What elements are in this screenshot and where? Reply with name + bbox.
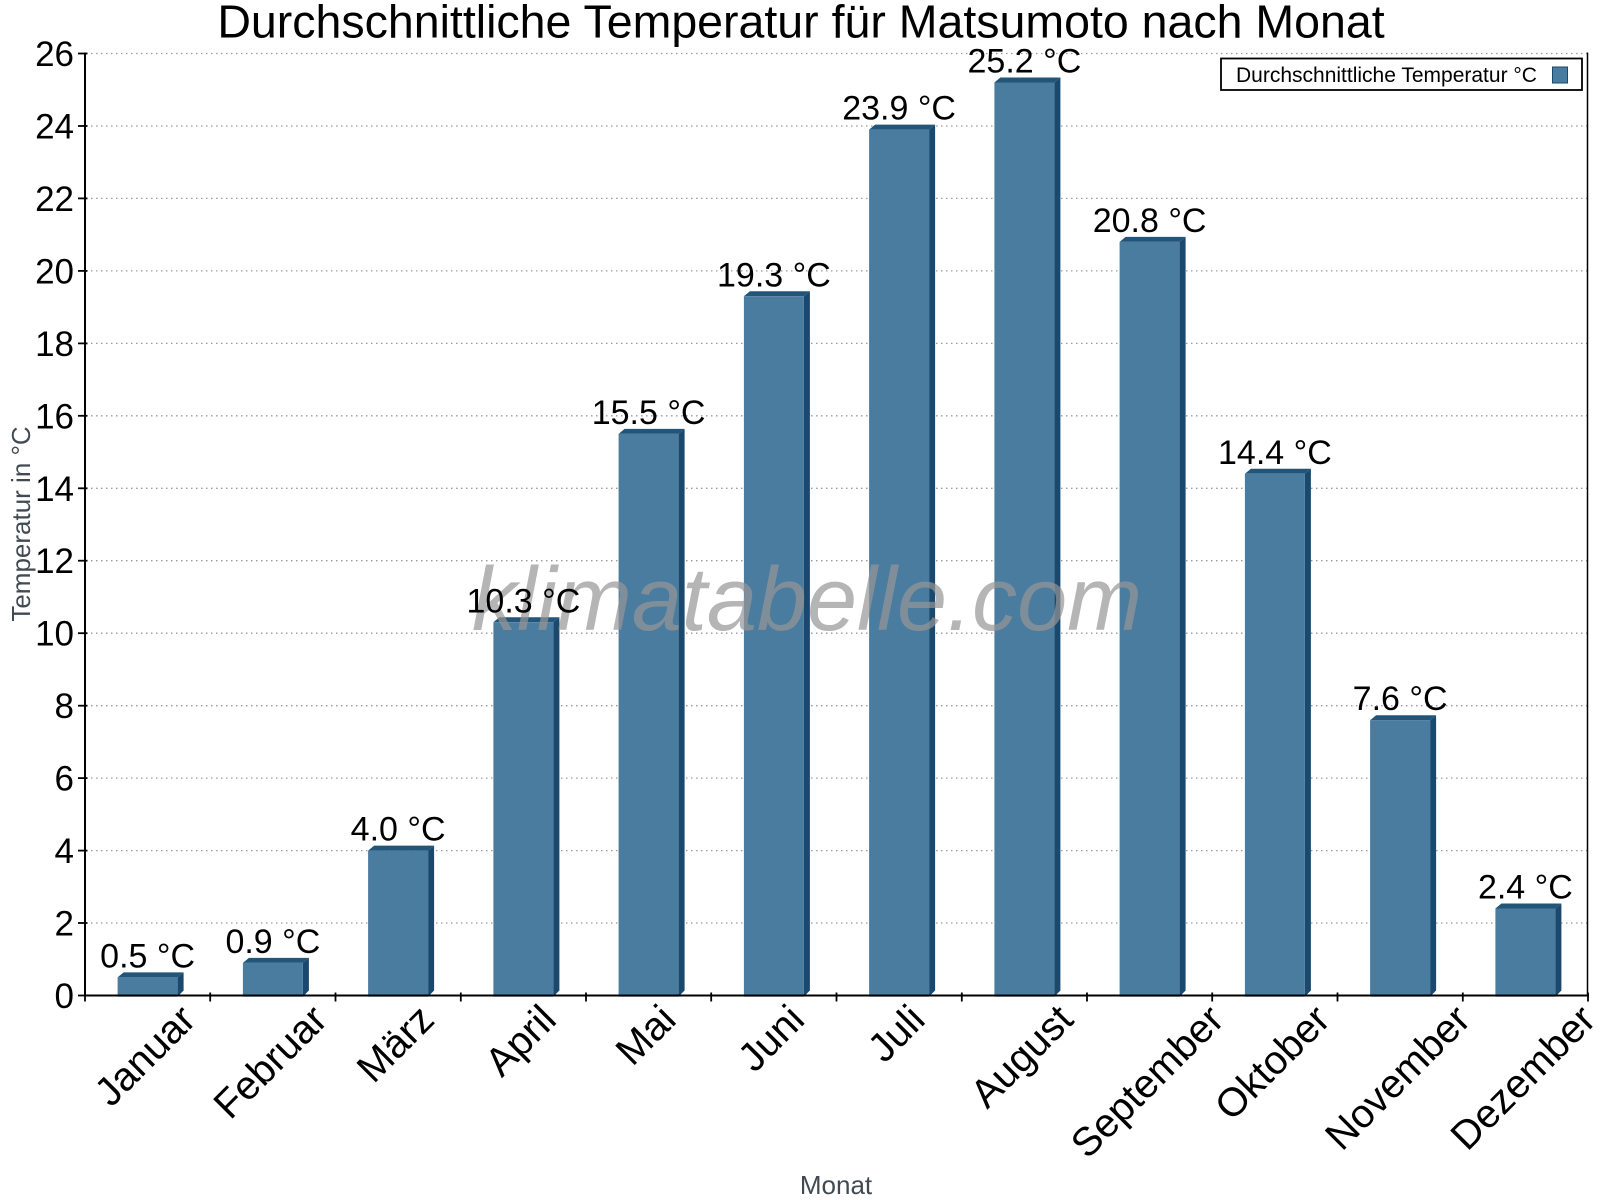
svg-text:4: 4: [55, 832, 74, 871]
svg-text:10: 10: [35, 615, 74, 654]
svg-text:20.8 °C: 20.8 °C: [1093, 202, 1207, 240]
svg-text:6: 6: [55, 760, 74, 799]
svg-text:7.6 °C: 7.6 °C: [1353, 680, 1448, 718]
svg-text:20: 20: [35, 252, 74, 291]
svg-text:24: 24: [35, 108, 74, 147]
svg-text:2.4 °C: 2.4 °C: [1478, 869, 1573, 907]
svg-text:2: 2: [55, 905, 74, 944]
svg-text:14: 14: [35, 470, 74, 509]
svg-text:15.5 °C: 15.5 °C: [592, 394, 706, 432]
svg-text:klimatabelle.com: klimatabelle.com: [472, 550, 1142, 650]
svg-text:12: 12: [35, 542, 74, 581]
svg-text:25.2 °C: 25.2 °C: [968, 43, 1082, 81]
svg-text:14.4 °C: 14.4 °C: [1218, 434, 1332, 472]
svg-text:23.9 °C: 23.9 °C: [842, 90, 956, 128]
svg-text:0.5 °C: 0.5 °C: [100, 937, 195, 975]
svg-text:26: 26: [35, 35, 74, 74]
svg-text:18: 18: [35, 325, 74, 364]
svg-text:Durchschnittliche Temperatur °: Durchschnittliche Temperatur °C: [1236, 64, 1537, 87]
svg-text:0.9 °C: 0.9 °C: [225, 923, 320, 961]
svg-text:Monat: Monat: [800, 1170, 873, 1200]
svg-text:19.3 °C: 19.3 °C: [717, 256, 831, 294]
svg-text:8: 8: [55, 687, 74, 726]
svg-text:22: 22: [35, 180, 74, 219]
svg-text:10.3 °C: 10.3 °C: [467, 582, 581, 620]
svg-text:4.0 °C: 4.0 °C: [351, 811, 446, 849]
svg-text:16: 16: [35, 397, 74, 436]
svg-text:Durchschnittliche Temperatur f: Durchschnittliche Temperatur für Matsumo…: [217, 0, 1384, 48]
svg-text:Temperatur in °C: Temperatur in °C: [6, 426, 36, 621]
svg-text:0: 0: [55, 977, 74, 1016]
